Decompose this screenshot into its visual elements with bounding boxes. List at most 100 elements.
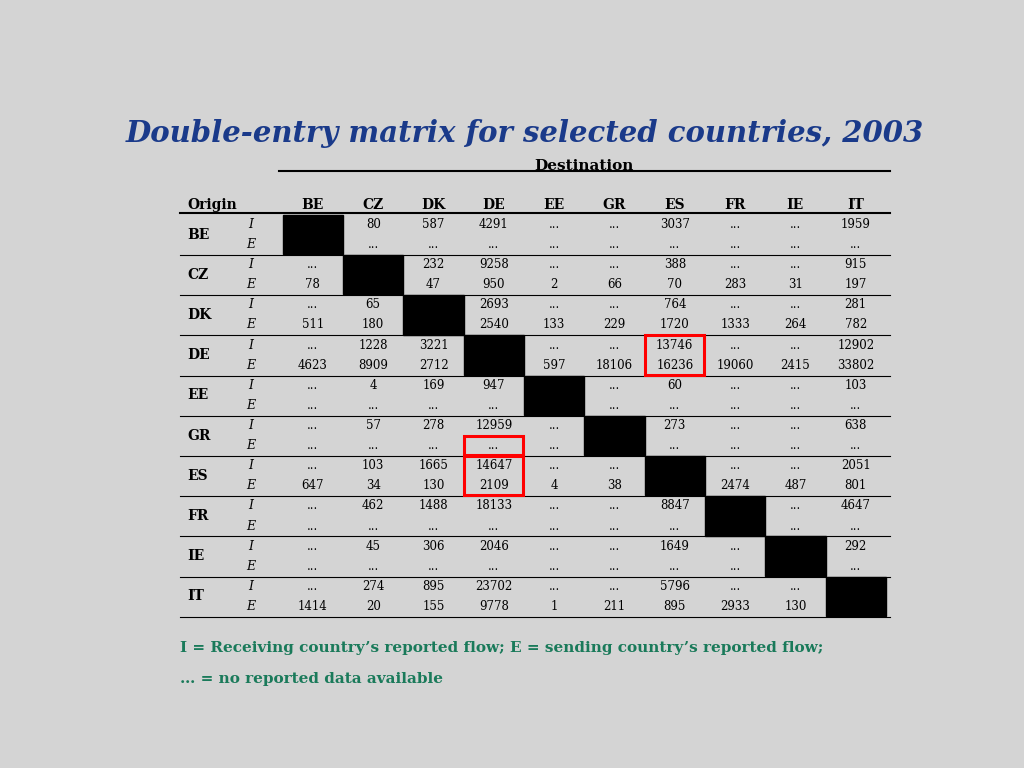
- Text: 2: 2: [551, 278, 558, 291]
- Text: 8847: 8847: [659, 499, 690, 512]
- Text: ...: ...: [790, 580, 801, 593]
- Text: ...: ...: [549, 580, 560, 593]
- Text: ...: ...: [609, 459, 621, 472]
- Text: 2046: 2046: [479, 540, 509, 553]
- Text: E: E: [247, 359, 256, 372]
- Text: DK: DK: [421, 197, 445, 211]
- Text: 229: 229: [603, 319, 626, 332]
- Text: ...: ...: [549, 540, 560, 553]
- Text: ...: ...: [729, 580, 740, 593]
- Text: ...: ...: [609, 580, 621, 593]
- Text: ...: ...: [549, 299, 560, 311]
- Text: 2109: 2109: [479, 479, 509, 492]
- Text: 57: 57: [366, 419, 381, 432]
- Text: 801: 801: [845, 479, 867, 492]
- Bar: [765, 537, 825, 576]
- Text: ...: ...: [368, 399, 379, 412]
- Text: BE: BE: [302, 197, 325, 211]
- Text: ...: ...: [729, 560, 740, 573]
- Text: 292: 292: [845, 540, 867, 553]
- Text: ...: ...: [307, 580, 318, 593]
- Text: 1488: 1488: [419, 499, 449, 512]
- Text: DK: DK: [187, 308, 212, 322]
- Text: ...: ...: [729, 379, 740, 392]
- Text: ...: ...: [790, 299, 801, 311]
- Text: ...: ...: [609, 560, 621, 573]
- Text: E: E: [247, 479, 256, 492]
- Text: 274: 274: [362, 580, 384, 593]
- Text: ...: ...: [549, 419, 560, 432]
- Text: Double-entry matrix for selected countries, 2003: Double-entry matrix for selected countri…: [126, 119, 924, 147]
- Text: ...: ...: [609, 299, 621, 311]
- Text: 388: 388: [664, 258, 686, 271]
- Text: Origin: Origin: [187, 197, 238, 211]
- Text: 130: 130: [784, 600, 807, 613]
- Bar: [645, 456, 705, 495]
- Text: 20: 20: [366, 600, 381, 613]
- Text: ...: ...: [307, 379, 318, 392]
- Text: EE: EE: [544, 197, 565, 211]
- Text: 487: 487: [784, 479, 807, 492]
- Text: 34: 34: [366, 479, 381, 492]
- Text: I: I: [249, 540, 254, 553]
- Text: ...: ...: [549, 218, 560, 231]
- Text: ...: ...: [609, 258, 621, 271]
- Text: ...: ...: [850, 439, 861, 452]
- Text: 169: 169: [422, 379, 444, 392]
- Text: ...: ...: [729, 459, 740, 472]
- Text: 306: 306: [422, 540, 444, 553]
- Text: ...: ...: [368, 560, 379, 573]
- Text: 18106: 18106: [596, 359, 633, 372]
- Text: 180: 180: [362, 319, 384, 332]
- Text: 80: 80: [366, 218, 381, 231]
- Text: I: I: [249, 339, 254, 352]
- Text: ...: ...: [729, 419, 740, 432]
- Text: ...: ...: [790, 379, 801, 392]
- Text: ...: ...: [729, 540, 740, 553]
- Text: 16236: 16236: [656, 359, 693, 372]
- Text: 511: 511: [302, 319, 324, 332]
- Bar: [705, 496, 765, 536]
- Bar: [343, 255, 403, 294]
- Text: ...: ...: [669, 399, 680, 412]
- Text: 12902: 12902: [838, 339, 874, 352]
- Text: 915: 915: [845, 258, 867, 271]
- Text: ...: ...: [850, 238, 861, 251]
- Text: 9778: 9778: [479, 600, 509, 613]
- Text: ...: ...: [729, 399, 740, 412]
- Text: 18133: 18133: [475, 499, 512, 512]
- Text: 197: 197: [845, 278, 867, 291]
- Text: I: I: [249, 218, 254, 231]
- Text: GR: GR: [603, 197, 626, 211]
- Text: 895: 895: [664, 600, 686, 613]
- Text: IT: IT: [187, 589, 205, 604]
- Text: ...: ...: [307, 399, 318, 412]
- Text: ...: ...: [549, 519, 560, 532]
- Text: E: E: [247, 600, 256, 613]
- Text: ...: ...: [729, 339, 740, 352]
- Text: 38: 38: [607, 479, 622, 492]
- Text: 895: 895: [422, 580, 444, 593]
- Text: 947: 947: [482, 379, 505, 392]
- Text: E: E: [247, 399, 256, 412]
- Text: I: I: [249, 580, 254, 593]
- Text: 60: 60: [668, 379, 682, 392]
- Text: 133: 133: [543, 319, 565, 332]
- Text: 3221: 3221: [419, 339, 449, 352]
- Text: ES: ES: [665, 197, 685, 211]
- Text: I: I: [249, 299, 254, 311]
- Text: 8909: 8909: [358, 359, 388, 372]
- Text: 78: 78: [305, 278, 321, 291]
- Text: ...: ...: [790, 439, 801, 452]
- Text: ...: ...: [368, 439, 379, 452]
- Text: 1649: 1649: [659, 540, 690, 553]
- Text: 597: 597: [543, 359, 565, 372]
- Text: 2712: 2712: [419, 359, 449, 372]
- Text: 232: 232: [423, 258, 444, 271]
- Text: ...: ...: [488, 399, 500, 412]
- Text: 3037: 3037: [659, 218, 690, 231]
- Text: ...: ...: [307, 499, 318, 512]
- Text: ...: ...: [307, 459, 318, 472]
- Text: ...: ...: [790, 258, 801, 271]
- Text: I: I: [249, 419, 254, 432]
